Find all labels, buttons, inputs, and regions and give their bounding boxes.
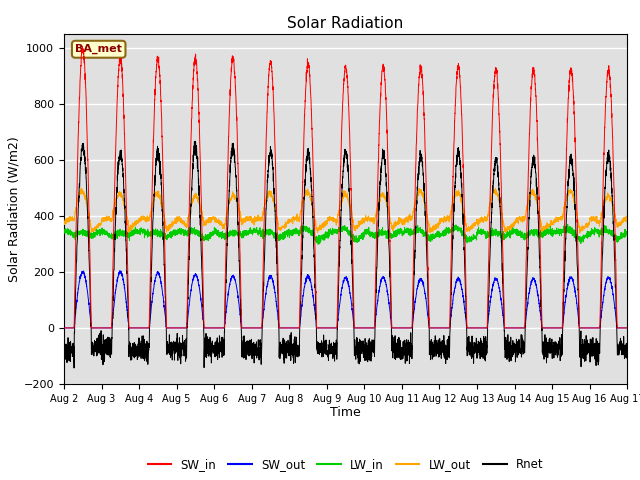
LW_in [441,230,449,236]
Rnet [325,345,333,350]
SW_out [116,268,124,274]
SW_in [161,272,169,277]
SW_out [623,325,631,331]
SW_in [623,325,631,331]
Title: Solar Radiation: Solar Radiation [287,16,404,31]
SW_out [504,325,512,331]
LW_out [472,220,480,226]
SW_in [441,325,449,331]
SW_in [79,44,86,49]
SW_out [623,325,630,331]
Rnet [441,356,449,361]
SW_out [472,325,480,331]
Line: SW_out: SW_out [64,271,627,328]
LW_out [441,214,449,220]
LW_out [538,230,546,236]
Line: LW_out: LW_out [64,188,627,233]
LW_out [77,185,85,191]
LW_out [623,217,631,223]
Rnet [192,138,200,144]
LW_in [504,231,512,237]
SW_in [60,325,68,331]
SW_in [325,325,333,331]
Line: Rnet: Rnet [64,141,627,368]
LW_in [161,235,169,241]
SW_out [441,325,449,331]
SW_out [161,313,169,319]
LW_in [623,232,630,238]
SW_out [325,325,333,331]
Text: BA_met: BA_met [76,44,122,54]
Rnet [161,295,169,301]
LW_in [472,235,480,241]
LW_out [60,220,68,226]
Rnet [623,352,630,358]
Line: LW_in: LW_in [64,225,627,244]
LW_out [504,224,512,230]
SW_in [623,325,630,331]
LW_in [325,231,333,237]
Rnet [504,349,512,355]
LW_out [325,216,333,221]
SW_out [60,325,68,331]
Rnet [472,346,480,352]
LW_out [623,215,630,220]
LW_in [623,229,631,235]
LW_in [60,231,68,237]
LW_in [314,241,322,247]
SW_in [504,325,512,331]
LW_in [564,222,572,228]
LW_out [161,221,169,227]
Y-axis label: Solar Radiation (W/m2): Solar Radiation (W/m2) [8,136,21,282]
Legend: SW_in, SW_out, LW_in, LW_out, Rnet: SW_in, SW_out, LW_in, LW_out, Rnet [143,453,548,475]
Rnet [60,357,68,362]
Rnet [623,340,631,346]
SW_in [472,325,480,331]
X-axis label: Time: Time [330,407,361,420]
Line: SW_in: SW_in [64,47,627,328]
Rnet [70,365,78,371]
